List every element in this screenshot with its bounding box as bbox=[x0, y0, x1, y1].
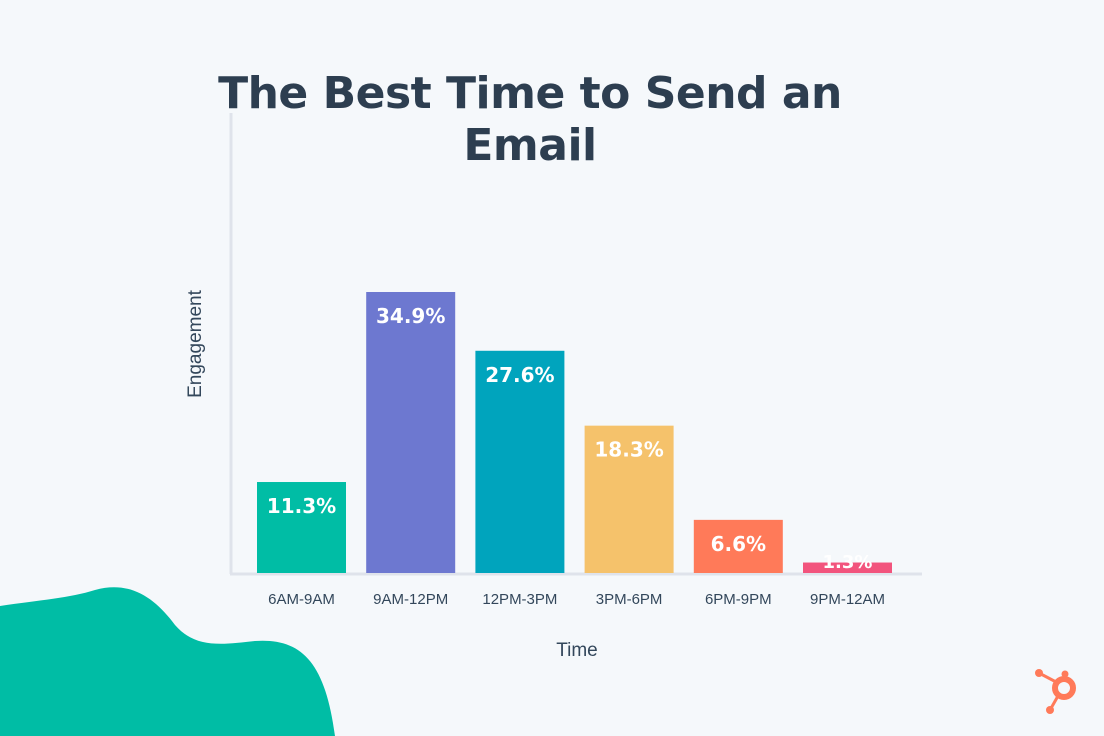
bar bbox=[257, 482, 346, 573]
data-label: 18.3% bbox=[594, 438, 663, 462]
hubspot-logo-icon bbox=[1035, 669, 1076, 714]
bar bbox=[584, 425, 674, 573]
x-tick-label: 6AM-9AM bbox=[268, 591, 335, 608]
x-tick-label: 9AM-12PM bbox=[373, 591, 448, 608]
x-tick-label: 6PM-9PM bbox=[705, 591, 772, 608]
x-tick-label: 12PM-3PM bbox=[482, 591, 557, 608]
x-tick-label: 3PM-6PM bbox=[596, 591, 663, 608]
bar bbox=[475, 350, 565, 573]
bar bbox=[803, 562, 892, 573]
x-tick-label: 9PM-12AM bbox=[810, 591, 885, 608]
bar bbox=[366, 292, 456, 573]
data-label: 34.9% bbox=[376, 304, 445, 328]
data-label: 1.3% bbox=[823, 552, 873, 573]
data-label: 11.3% bbox=[267, 494, 336, 518]
chart-title: The Best Time to Send an Email bbox=[218, 68, 842, 171]
decorative-blob bbox=[0, 587, 335, 736]
data-label: 6.6% bbox=[711, 532, 766, 556]
x-axis-label: Time bbox=[556, 640, 598, 661]
data-label: 27.6% bbox=[485, 363, 554, 387]
y-axis-label: Engagement bbox=[185, 289, 206, 397]
bar bbox=[693, 519, 783, 573]
